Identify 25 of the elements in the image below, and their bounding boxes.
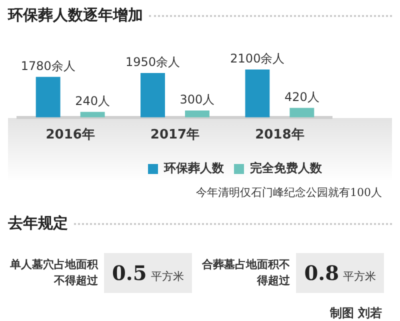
text: 制图 刘若 (328, 305, 383, 321)
bar (140, 72, 165, 118)
data-label: 240人 (75, 94, 110, 108)
bar (290, 108, 314, 118)
data-label: 420人 (284, 90, 320, 104)
legend-label: 环保葬人数 (163, 161, 225, 176)
x-tick-label: 2018年 (255, 128, 304, 143)
data-label: 2100余人 (230, 52, 285, 66)
text: 单人墓穴占地面积不得超过 (9, 257, 98, 289)
chart-title: 环保葬人数逐年增加 (8, 6, 143, 25)
text: 0.8 平方米 (304, 261, 376, 285)
text: 0.5 平方米 (112, 261, 184, 285)
data-label: 1780余人 (20, 58, 76, 73)
x-tick-label: 2016年 (46, 128, 95, 143)
text: 去年规定 (8, 214, 68, 233)
data-label: 1950余人 (125, 55, 180, 70)
data-label: 300人 (180, 92, 215, 107)
bar (36, 76, 60, 118)
text: 合葬墓占地面积不得超过 (200, 257, 290, 289)
bar (80, 112, 105, 118)
text: 今年清明仅石门峰纪念公园就有100人 (195, 185, 383, 200)
bar (245, 70, 270, 118)
x-tick-label: 2017年 (150, 128, 200, 143)
legend-label: 完全免费人数 (250, 161, 323, 176)
bar (185, 110, 210, 118)
